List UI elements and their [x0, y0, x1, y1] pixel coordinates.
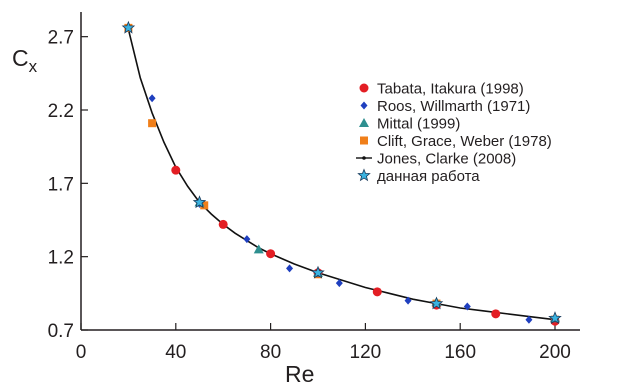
legend-symbol-triangle [359, 118, 369, 127]
data-point-square [148, 119, 157, 128]
data-point-diamond [335, 279, 343, 288]
fit-curve [127, 29, 556, 321]
legend: Tabata, Itakura (1998)Roos, Willmarth (1… [356, 81, 552, 185]
legend-symbol-circle [359, 83, 369, 93]
legend-entry-label: данная работа [377, 168, 480, 185]
y-tick-label: 2.7 [48, 28, 74, 49]
legend-symbol-diamond [360, 101, 368, 110]
x-tick-label: 160 [444, 342, 476, 363]
axes [80, 12, 580, 331]
legend-entry-label: Roos, Willmarth (1971) [377, 98, 530, 115]
x-tick-label: 0 [76, 342, 87, 363]
y-tick-label: 1.2 [48, 248, 74, 269]
legend-entry-label: Tabata, Itakura (1998) [377, 81, 524, 98]
data-markers [121, 20, 562, 326]
data-point-diamond [404, 296, 412, 305]
legend-entry-label: Mittal (1999) [377, 116, 460, 133]
series-jones-clarke-line [127, 29, 556, 321]
data-point-diamond [148, 94, 156, 103]
y-axis-title: Cx [12, 45, 38, 76]
data-point-star [192, 195, 207, 209]
y-axis-title-subscript: x [29, 57, 38, 76]
data-point-star [429, 296, 444, 310]
data-point-circle [171, 165, 181, 175]
legend-symbol-square [360, 136, 368, 145]
x-axis-title: Re [285, 361, 314, 387]
data-point-square [200, 201, 209, 210]
data-point-triangle [253, 244, 264, 254]
ticks: 0 40 80 120 160 200 0.7 1.2 1.7 2.2 2.7 [48, 28, 571, 363]
data-point-diamond [286, 264, 294, 273]
x-tick-label: 40 [165, 342, 186, 363]
y-tick-label: 2.2 [48, 101, 74, 122]
legend-entry-label: Jones, Clarke (2008) [377, 151, 516, 168]
y-tick-label: 0.7 [48, 321, 74, 342]
data-point-star [548, 311, 562, 325]
data-point-circle [218, 219, 228, 229]
data-point-star [311, 265, 325, 279]
x-tick-label: 120 [350, 342, 382, 363]
data-point-circle [266, 249, 276, 259]
legend-symbol-star [357, 168, 371, 182]
x-tick-label: 80 [260, 342, 281, 363]
data-point-diamond [525, 315, 533, 324]
data-point-circle [372, 287, 382, 297]
legend-entry-label: Clift, Grace, Weber (1978) [377, 133, 552, 150]
data-point-diamond [463, 302, 471, 311]
x-tick-label: 200 [539, 342, 571, 363]
y-axis-title-main: C [12, 45, 29, 71]
data-point-diamond [243, 235, 251, 244]
legend-symbol-dot [362, 156, 366, 160]
y-tick-label: 1.7 [48, 174, 74, 195]
data-point-circle [491, 309, 501, 319]
data-point-star [121, 20, 136, 34]
